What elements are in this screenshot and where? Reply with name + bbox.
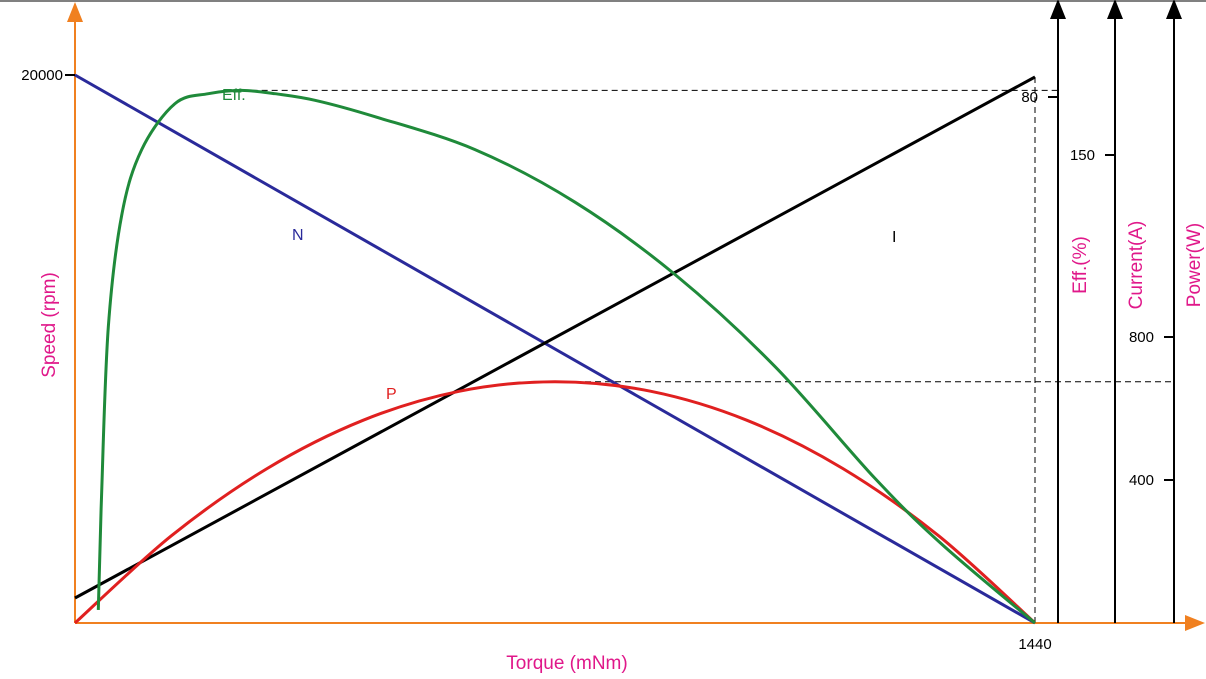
tick-layer: 20000 80 150 400 800 1440	[21, 67, 1174, 653]
torque-tick-label: 1440	[1018, 636, 1051, 653]
speed-curve-label: N	[292, 227, 304, 244]
power-tick-label: 800	[1129, 329, 1154, 346]
eff-curve-label: Eff.	[222, 87, 246, 104]
series-layer	[73, 73, 1037, 625]
series-n-line	[74, 73, 1036, 625]
series-p-line	[73, 380, 1037, 625]
current-tick-label: 150	[1070, 147, 1095, 164]
power-curve-label: P	[386, 386, 397, 403]
speed-tick-label: 20000	[21, 67, 63, 84]
x-axis-title: Torque (mNm)	[506, 653, 627, 674]
eff-tick-label: 80	[1021, 89, 1038, 106]
y-axis-title: Speed (rpm)	[39, 272, 60, 378]
power-tick-label: 400	[1129, 472, 1154, 489]
power-axis-title: Power(W)	[1184, 223, 1205, 307]
series-eff-line	[96, 88, 1036, 625]
current-curve-label: I	[892, 229, 896, 246]
current-axis-title: Current(A)	[1126, 221, 1147, 310]
series-i-line	[74, 75, 1036, 600]
eff-axis-title: Eff.(%)	[1070, 236, 1091, 294]
